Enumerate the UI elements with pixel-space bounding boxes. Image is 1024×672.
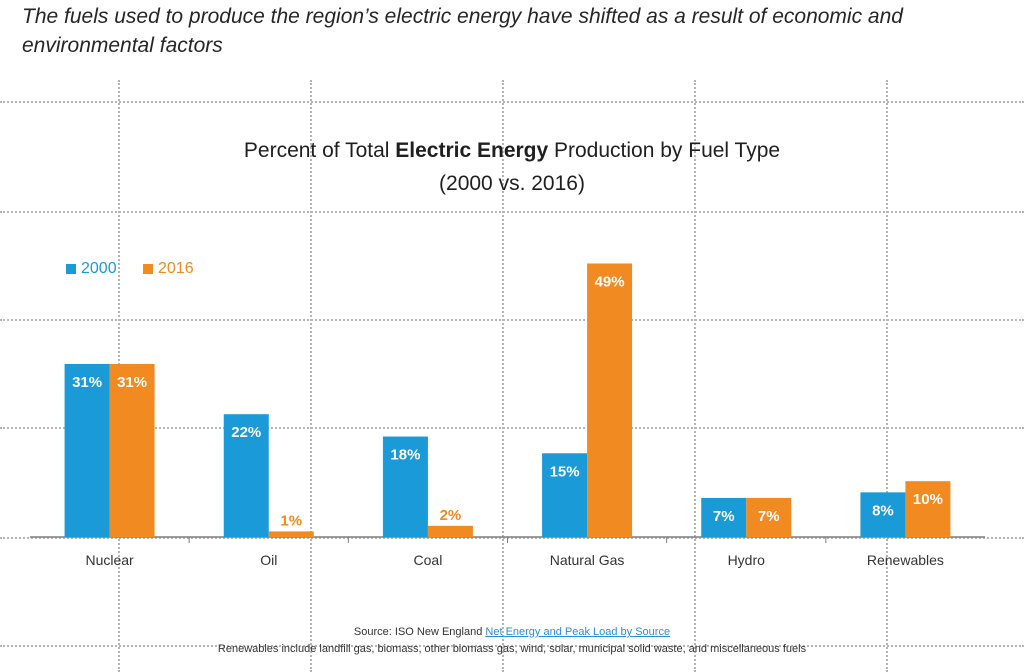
chart-title-bold: Electric Energy (395, 139, 549, 162)
source-prefix: Source: ISO New England (353, 626, 486, 638)
legend-swatch-2000 (66, 263, 76, 274)
bar-2000-3 (542, 453, 588, 537)
data-label: 18% (390, 447, 420, 464)
legend-label-2016: 2016 (158, 260, 194, 277)
grid-line (0, 319, 1024, 321)
grid-line (0, 101, 1024, 103)
data-label: 7% (713, 508, 735, 525)
bar-2016-1 (268, 531, 314, 537)
category-label: Coal (414, 552, 443, 568)
grid-line (0, 427, 1024, 429)
source-line: Source: ISO New England Net Energy and P… (0, 626, 1024, 638)
grid-line (310, 80, 312, 672)
legend-label-2000: 2000 (81, 260, 117, 277)
footnote: Renewables include landfill gas, biomass… (217, 643, 807, 655)
grid-line (0, 537, 1024, 539)
data-label: 1% (280, 512, 302, 529)
data-label: 2% (440, 507, 462, 524)
bar-2016-4 (746, 497, 792, 537)
bar-2000-1 (223, 414, 269, 537)
chart-title-prefix: Percent of Total (243, 139, 396, 162)
bar-2000-4 (701, 497, 747, 537)
data-label: 22% (231, 424, 261, 441)
legend-item-2016: 2016 (143, 260, 194, 278)
bar-2000-5 (860, 492, 906, 537)
data-label: 31% (117, 374, 147, 391)
grid-line (502, 80, 504, 672)
grid-line (694, 80, 696, 672)
category-label: Natural Gas (550, 552, 625, 568)
bar-2016-0 (109, 363, 155, 537)
bar-2016-2 (427, 525, 473, 537)
grid-line (886, 80, 888, 672)
category-label: Nuclear (85, 552, 134, 568)
bar-2016-5 (905, 481, 951, 537)
grid-line (0, 211, 1024, 213)
category-label: Hydro (728, 552, 766, 568)
bar-2000-2 (382, 436, 428, 537)
data-label: 7% (758, 508, 780, 525)
headline: The fuels used to produce the region’s e… (22, 5, 903, 57)
data-label: 10% (913, 491, 943, 508)
chart-subtitle: (2000 vs. 2016) (439, 172, 585, 195)
chart-title: Percent of Total Electric Energy Product… (0, 135, 1024, 166)
source-link[interactable]: Net Energy and Peak Load by Source (485, 626, 671, 638)
data-label: 8% (872, 502, 894, 519)
category-label: Oil (260, 552, 277, 568)
legend-swatch-2016 (143, 263, 153, 274)
grid-line (0, 645, 1024, 647)
data-label: 49% (595, 273, 625, 290)
data-label: 31% (72, 374, 102, 391)
bar-2016-3 (587, 263, 633, 537)
legend-item-2000: 2000 (66, 260, 117, 278)
category-label: Renewables (867, 552, 944, 568)
data-label: 15% (550, 463, 580, 480)
bar-2000-0 (64, 363, 110, 537)
chart-title-suffix: Production by Fuel Type (548, 139, 781, 162)
